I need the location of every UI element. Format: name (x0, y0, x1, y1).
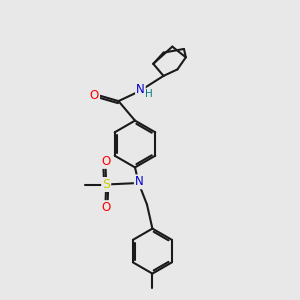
Text: O: O (90, 89, 99, 102)
Text: O: O (101, 155, 110, 168)
Text: H: H (145, 89, 153, 100)
Text: N: N (136, 83, 145, 96)
Text: S: S (102, 178, 110, 191)
Text: N: N (135, 175, 144, 188)
Text: O: O (101, 201, 110, 214)
